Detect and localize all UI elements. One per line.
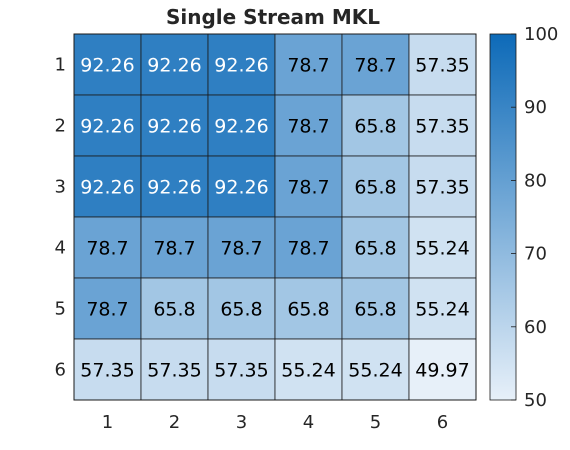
- y-tick-label: 4: [55, 238, 66, 259]
- cell-value-label: 92.26: [80, 55, 134, 77]
- cell-value-label: 78.7: [354, 55, 396, 77]
- cell-value-label: 78.7: [86, 238, 128, 260]
- cell-value-label: 57.35: [147, 360, 201, 382]
- heatmap-cell-r3-c4: [274, 155, 343, 218]
- y-axis-ticks: 1 2 3 4 5 6: [55, 55, 66, 381]
- colorbar-tick-label: 70: [524, 244, 547, 265]
- cell-value-label: 92.26: [147, 116, 201, 138]
- heatmap-cell-r3-c5: [341, 155, 410, 218]
- cell-value-label: 55.24: [348, 360, 402, 382]
- heatmap-cell-r5-c3: [207, 277, 276, 340]
- cell-value-label: 78.7: [220, 238, 262, 260]
- heatmap-cell-r1-c5: [341, 33, 410, 96]
- heatmap-cell-r4-c1: [73, 216, 142, 279]
- y-tick-label: 2: [55, 116, 66, 137]
- cell-value-label: 92.26: [214, 116, 268, 138]
- cell-value-label: 78.7: [287, 177, 329, 199]
- cell-value-label: 65.8: [354, 177, 396, 199]
- heatmap-cell-r6-c5: [341, 338, 410, 401]
- cell-value-label: 57.35: [80, 360, 134, 382]
- y-tick-label: 3: [55, 177, 66, 198]
- cell-value-label: 49.97: [415, 360, 469, 382]
- colorbar: 50 60 70 80 90 100: [489, 24, 558, 411]
- cell-value-label: 57.35: [415, 177, 469, 199]
- heatmap-cells: 92.26 92.26 92.26 78.7 78.7 57.35 92.26 92.26 92…: [73, 33, 477, 401]
- heatmap-cell-r1-c2: [140, 33, 209, 96]
- heatmap-cell-r5-c5: [341, 277, 410, 340]
- colorbar-tick-label: 100: [524, 24, 558, 45]
- colorbar-tick-label: 80: [524, 170, 547, 191]
- colorbar-tick-label: 90: [524, 97, 547, 118]
- colorbar-gradient: [489, 33, 517, 401]
- heatmap-cell-r4-c3: [207, 216, 276, 279]
- cell-value-label: 92.26: [80, 177, 134, 199]
- cell-value-label: 65.8: [354, 299, 396, 321]
- y-tick-label: 1: [55, 55, 66, 76]
- cell-value-label: 92.26: [214, 177, 268, 199]
- cell-value-label: 65.8: [354, 116, 396, 138]
- cell-value-label: 65.8: [354, 238, 396, 260]
- cell-value-label: 92.26: [147, 177, 201, 199]
- heatmap-cell-r1-c1: [73, 33, 142, 96]
- cell-value-label: 78.7: [153, 238, 195, 260]
- x-tick-label: 5: [370, 412, 381, 433]
- heatmap-cell-r5-c4: [274, 277, 343, 340]
- cell-value-label: 78.7: [86, 299, 128, 321]
- heatmap-cell-r3-c1: [73, 155, 142, 218]
- y-tick-label: 6: [55, 360, 66, 381]
- cell-value-label: 78.7: [287, 238, 329, 260]
- heatmap-cell-r4-c5: [341, 216, 410, 279]
- colorbar-tick-label: 60: [524, 317, 547, 338]
- cell-value-label: 65.8: [153, 299, 195, 321]
- chart-title: Single Stream MKL: [166, 5, 380, 29]
- heatmap-cell-r4-c2: [140, 216, 209, 279]
- heatmap-cell-r1-c6: [408, 33, 477, 96]
- cell-value-label: 57.35: [415, 55, 469, 77]
- heatmap-cell-r3-c2: [140, 155, 209, 218]
- heatmap-cell-r1-c4: [274, 33, 343, 96]
- heatmap-cell-r3-c6: [408, 155, 477, 218]
- cell-value-label: 55.24: [281, 360, 335, 382]
- heatmap-cell-r5-c1: [73, 277, 142, 340]
- heatmap-cell-r6-c1: [73, 338, 142, 401]
- cell-value-label: 92.26: [80, 116, 134, 138]
- colorbar-tick-label: 50: [524, 390, 547, 411]
- heatmap-cell-r6-c6: [408, 338, 477, 401]
- y-tick-label: 5: [55, 299, 66, 320]
- cell-value-label: 57.35: [415, 116, 469, 138]
- cell-value-label: 57.35: [214, 360, 268, 382]
- x-tick-label: 2: [169, 412, 180, 433]
- x-tick-label: 6: [437, 412, 448, 433]
- cell-value-label: 92.26: [147, 55, 201, 77]
- x-axis-ticks: 1 2 3 4 5 6: [102, 412, 448, 433]
- x-tick-label: 4: [303, 412, 314, 433]
- cell-value-label: 78.7: [287, 55, 329, 77]
- cell-value-label: 65.8: [220, 299, 262, 321]
- cell-value-label: 55.24: [415, 299, 469, 321]
- x-tick-label: 1: [102, 412, 113, 433]
- cell-value-label: 55.24: [415, 238, 469, 260]
- heatmap-cell-r2-c2: [140, 94, 209, 157]
- cell-value-label: 78.7: [287, 116, 329, 138]
- plot-frame: [73, 33, 477, 401]
- cell-value-label: 92.26: [214, 55, 268, 77]
- x-tick-label: 3: [236, 412, 247, 433]
- heatmap-cell-r2-c6: [408, 94, 477, 157]
- cell-value-label: 65.8: [287, 299, 329, 321]
- heatmap-cell-r4-c4: [274, 216, 343, 279]
- heatmap-cell-r2-c4: [274, 94, 343, 157]
